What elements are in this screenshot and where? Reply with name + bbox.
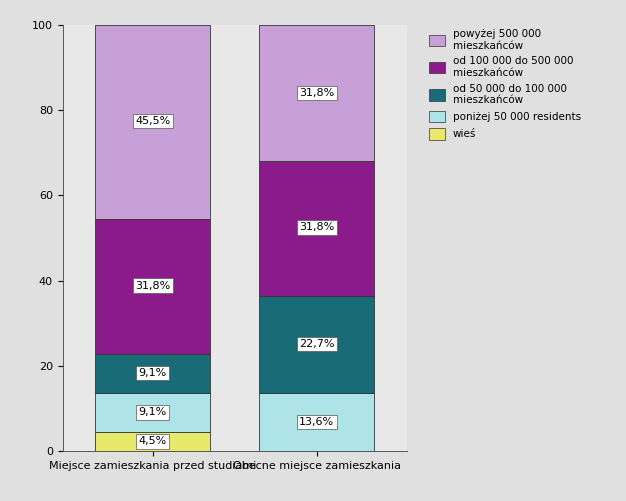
Bar: [259, 161, 374, 296]
Bar: [95, 25, 210, 219]
Text: 4,5%: 4,5%: [138, 436, 167, 446]
Bar: [259, 393, 374, 451]
Text: 13,6%: 13,6%: [299, 417, 334, 427]
Text: 45,5%: 45,5%: [135, 116, 170, 126]
Text: 22,7%: 22,7%: [299, 339, 334, 349]
Bar: [259, 296, 374, 393]
Text: 31,8%: 31,8%: [135, 281, 170, 291]
Bar: [95, 432, 210, 451]
Text: 9,1%: 9,1%: [138, 407, 167, 417]
Bar: [95, 219, 210, 354]
Text: 31,8%: 31,8%: [299, 222, 334, 232]
Legend: powyżej 500 000
mieszkańców, od 100 000 do 500 000
mieszkańców, od 50 000 do 100: powyżej 500 000 mieszkańców, od 100 000 …: [426, 26, 584, 143]
Bar: [95, 393, 210, 432]
Bar: [95, 354, 210, 393]
Text: 31,8%: 31,8%: [299, 88, 334, 98]
Bar: [259, 26, 374, 161]
Text: 9,1%: 9,1%: [138, 368, 167, 378]
